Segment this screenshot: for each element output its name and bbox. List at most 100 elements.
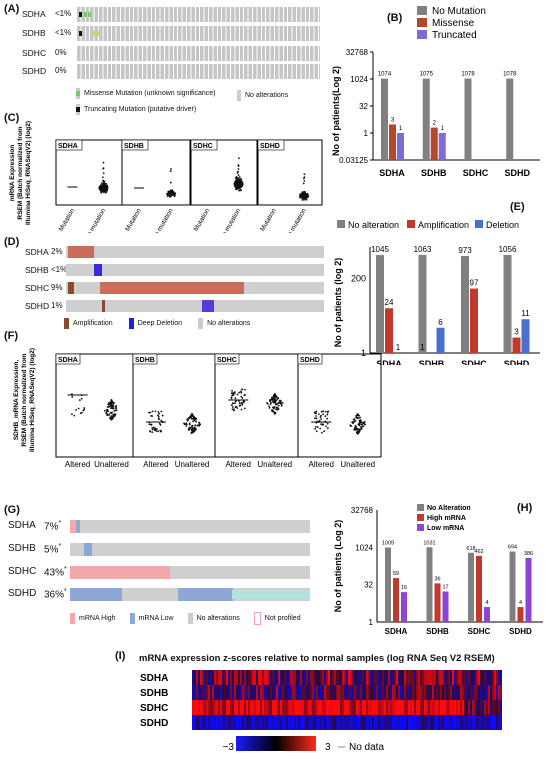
altered-point <box>236 393 239 396</box>
heatmap-cell <box>228 685 230 700</box>
heatmap-cell <box>200 700 202 715</box>
bar-value-label: 386 <box>524 551 533 557</box>
heatmap-cell <box>198 715 200 730</box>
heatmap-cell <box>372 700 374 715</box>
sample-point <box>236 188 238 191</box>
heatmap-cell <box>292 685 294 700</box>
heatmap-cell <box>264 685 266 700</box>
heatmap-cell <box>388 700 390 715</box>
heatmap-cell <box>484 685 486 700</box>
heatmap-cell <box>500 700 502 715</box>
bar-value-label: 4 <box>485 600 488 606</box>
heatmap-cell <box>490 715 492 730</box>
heatmap-cell <box>348 700 350 715</box>
heatmap-cell <box>416 670 418 685</box>
heatmap-cell <box>226 700 228 715</box>
heatmap-cell <box>408 700 410 715</box>
heatmap-cell <box>234 685 236 700</box>
altered-point <box>320 410 323 413</box>
altered-point <box>322 413 325 416</box>
heatmap-cell <box>300 715 302 730</box>
heatmap-cell <box>444 670 446 685</box>
heatmap-cell <box>444 715 446 730</box>
bar-sdha-1 <box>393 578 399 622</box>
altered-point <box>240 408 243 411</box>
heatmap-cell <box>236 685 238 700</box>
heatmap-cell <box>304 685 306 700</box>
heatmap-cell <box>364 670 366 685</box>
heatmap-cell <box>220 700 222 715</box>
unaltered-point <box>269 403 272 406</box>
facet-sdhb <box>121 139 191 206</box>
heatmap-cell <box>302 700 304 715</box>
legend-no-alterations-a: No alterations <box>237 90 288 101</box>
heatmap-cell <box>484 670 486 685</box>
x-label: Altered <box>309 460 334 469</box>
heatmap-cell <box>488 685 490 700</box>
heatmap-cell <box>340 685 342 700</box>
facet-title: SDHB <box>124 143 144 150</box>
heatmap-cell <box>332 700 334 715</box>
heatmap-cell <box>196 685 198 700</box>
heatmap-cell <box>408 670 410 685</box>
heatmap-cell <box>416 715 418 730</box>
altered-point <box>234 397 237 400</box>
heatmap-cell <box>280 700 282 715</box>
facet-header-sdha <box>55 139 83 151</box>
heatmap-cell <box>350 685 352 700</box>
bar-sdhd-0 <box>503 254 512 353</box>
heatmap-cell <box>268 670 270 685</box>
sample-point <box>236 176 239 179</box>
heatmap-cell <box>220 670 222 685</box>
unaltered-point <box>108 413 111 416</box>
heatmap-cell <box>392 685 394 700</box>
gene-label-sdhc: SDHC <box>8 566 37 577</box>
heatmap-cell <box>386 670 388 685</box>
heatmap-cell <box>470 700 472 715</box>
heatmap-cell <box>394 670 396 685</box>
panel-f-chart: SDHB_mRNA Expression, RSEM (Batch normali… <box>13 348 382 469</box>
unaltered-point <box>115 407 118 409</box>
unaltered-point <box>360 423 363 426</box>
legend-no-alterations-d: No alterations <box>198 318 250 329</box>
altered-point <box>315 430 318 433</box>
bar-sdhb-0 <box>426 547 433 622</box>
heatmap-cell <box>370 715 372 730</box>
heatmap-cell <box>304 700 306 715</box>
heatmap-cell <box>400 670 402 685</box>
heatmap-cell <box>424 700 426 715</box>
heatmap-cell <box>228 700 230 715</box>
facet-title: SDHA <box>58 357 78 364</box>
heatmap-cell <box>382 685 384 700</box>
heatmap-cell <box>336 685 338 700</box>
unaltered-point <box>359 416 361 419</box>
heatmap-cell <box>210 715 212 730</box>
mrna-low-block <box>70 588 122 601</box>
unaltered-point <box>190 425 193 428</box>
panel-g-legend: mRNA High mRNA Low No alterations Not pr… <box>70 612 301 625</box>
heatmap-cell <box>376 685 378 700</box>
heatmap-cell <box>324 715 326 730</box>
unaltered-point <box>275 403 278 406</box>
heatmap-cell <box>206 685 208 700</box>
heatmap-cell <box>226 685 228 700</box>
heatmap-cell <box>246 700 248 715</box>
heatmap-cell <box>286 715 288 730</box>
heatmap-cell <box>226 670 228 685</box>
heatmap-cell <box>212 685 214 700</box>
y-axis-title: No of patients (log 2) <box>333 258 343 348</box>
heatmap-cell <box>248 670 250 685</box>
heatmap-cell <box>356 700 358 715</box>
altered-point <box>233 392 235 394</box>
facet-title: SDHD <box>300 357 320 364</box>
altered-point <box>313 417 316 420</box>
heatmap-cell <box>236 700 238 715</box>
altered-point <box>322 423 325 426</box>
heatmap-cell <box>252 715 254 730</box>
bar-value-label: 1045 <box>371 245 389 254</box>
heatmap-cell <box>454 670 456 685</box>
heatmap-cell <box>206 700 208 715</box>
heatmap-cell <box>214 685 216 700</box>
heatmap-cell <box>230 685 232 700</box>
altered-point <box>320 418 323 420</box>
